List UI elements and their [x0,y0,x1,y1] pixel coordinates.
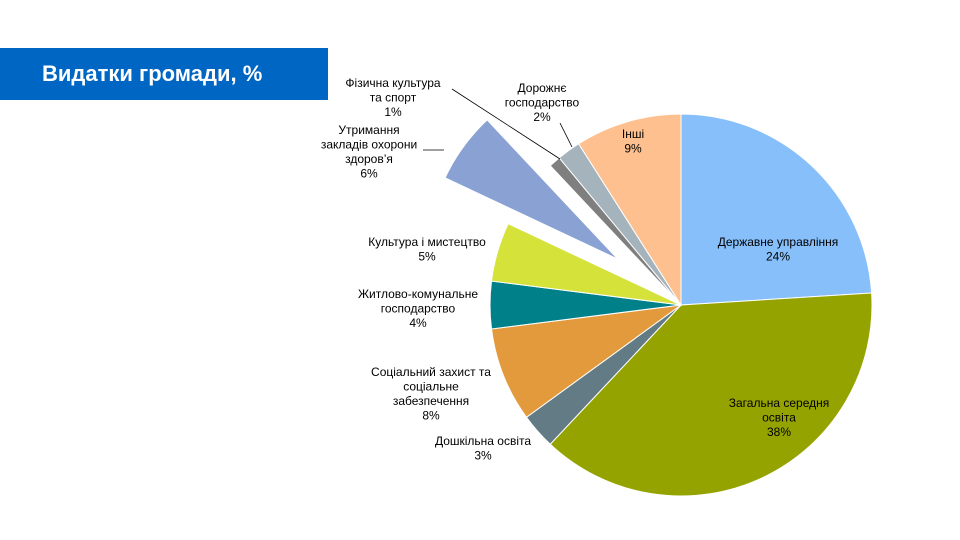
slice-label-line: 1% [384,105,402,119]
slice-label: Культура і мистецтво 5% [368,235,486,264]
slice-label-line: Фізична культура [345,76,440,90]
slice-label-line: 6% [360,167,378,181]
slice-label-line: 5% [418,250,436,264]
slice-label-line: Утримання [338,123,399,137]
pie-slice [549,292,873,497]
pie-slice [680,113,873,306]
pie-slice [444,119,619,260]
slice-label-line: Житлово-комунальне [358,287,478,301]
slice-label-line: Соціальний захист та [371,365,491,379]
slice-label-line: 4% [409,316,427,330]
slice-label-line: Інші [622,127,644,141]
slice-label-line: 8% [422,409,440,423]
slice-label-line: забезпечення [393,394,469,408]
slice-label-line: соціальне [403,380,459,394]
slice-label-line: освіта [762,411,796,425]
slice-label: Утримання закладів охорони здоров’я 6% [321,123,417,181]
slice-label-line: Дошкільна освіта [435,434,531,448]
slice-label-line: 3% [474,449,492,463]
pie-slice [577,113,682,307]
slice-label-line: 9% [624,142,642,156]
slice-label-line: Дорожнє [518,81,567,95]
slice-label-line: господарство [381,302,456,316]
slice-label-line: господарство [505,96,580,110]
slide-title: Видатки громади, % [42,61,263,86]
leader-line [451,88,561,160]
slice-label-line: Загальна середня [729,396,829,410]
slice-label: Дошкільна освіта 3% [435,434,531,463]
slice-label-line: закладів охорони [321,138,417,152]
slice-label: Житлово-комунальне господарство 4% [358,287,478,330]
slice-label-line: та спорт [370,91,417,105]
slice-label-line: 38% [767,425,791,439]
slice-label-line: Культура і мистецтво [368,235,486,249]
slice-label: Інші 9% [622,127,644,156]
slice-label: Державне управління 24% [718,235,839,264]
slice-label-line: 2% [533,110,551,124]
pie-slice [490,304,682,418]
slice-label-line: 24% [766,250,790,264]
leader-line [559,122,573,148]
slice-label-line: здоров’я [345,152,393,166]
slice-label: Загальна середня освіта 38% [729,396,829,439]
slice-label: Соціальний захист та соціальне забезпеченн… [371,365,491,423]
slice-label-line: Державне управління [718,235,839,249]
slice-label: Фізична культура та спорт 1% [345,76,440,119]
slice-label: Дорожнє господарство 2% [505,81,580,124]
pie-slice [490,223,682,306]
title-banner: Видатки громади, % [0,48,328,100]
